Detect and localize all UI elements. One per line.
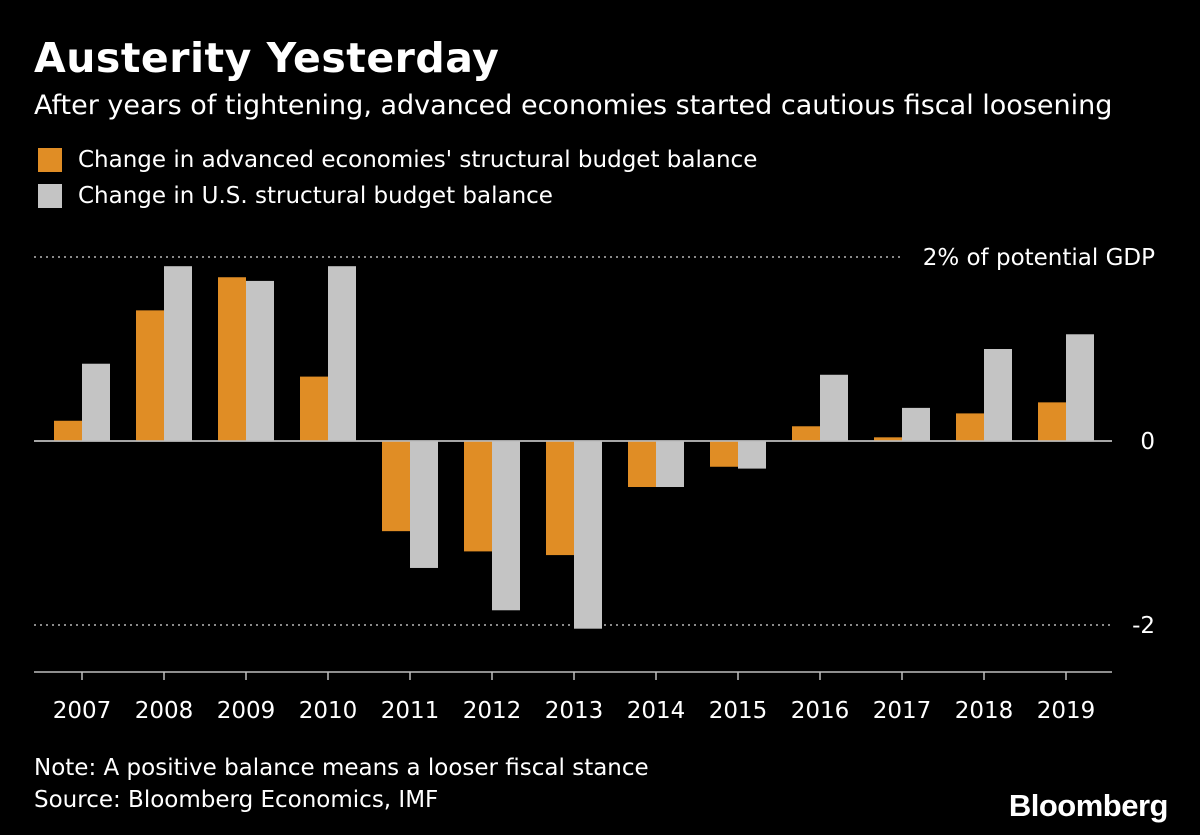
x-tick-label-2019: 2019 [1037, 698, 1096, 724]
bar-us-2016 [820, 374, 848, 441]
x-tick-label-2007: 2007 [53, 698, 112, 724]
bar-advanced-2008 [136, 310, 164, 441]
bar-us-2017 [902, 407, 930, 441]
legend-swatch-gray [38, 184, 62, 208]
x-tick-label-2008: 2008 [135, 698, 194, 724]
x-tick-label-2010: 2010 [299, 698, 358, 724]
bar-us-2015 [738, 441, 766, 469]
bar-advanced-2016 [792, 426, 820, 441]
bar-advanced-2009 [218, 277, 246, 441]
legend-swatch-orange [38, 148, 62, 172]
bloomberg-logo: Bloomberg [1008, 788, 1169, 823]
bar-us-2008 [164, 266, 192, 441]
y-tick-label-0: 0 [1140, 429, 1155, 455]
chart-note: Note: A positive balance means a looser … [34, 755, 649, 781]
legend-item-us: Change in U.S. structural budget balance [38, 181, 553, 211]
bar-advanced-2017 [874, 437, 902, 441]
chart-source: Source: Bloomberg Economics, IMF [34, 787, 439, 813]
x-tick-label-2015: 2015 [709, 698, 768, 724]
x-tick-label-2009: 2009 [217, 698, 276, 724]
bar-advanced-2011 [382, 441, 410, 532]
legend-label-advanced-economies: Change in advanced economies' structural… [78, 147, 758, 173]
bar-advanced-2018 [956, 413, 984, 441]
bar-advanced-2007 [54, 420, 82, 441]
y-tick-label-neg2: -2 [1132, 613, 1155, 639]
x-tick-label-2016: 2016 [791, 698, 850, 724]
legend-item-advanced-economies: Change in advanced economies' structural… [38, 145, 757, 175]
bar-advanced-2010 [300, 376, 328, 441]
bar-advanced-2013 [546, 441, 574, 556]
bar-us-2019 [1066, 334, 1094, 441]
chart-title: Austerity Yesterday [34, 34, 500, 82]
legend-label-us: Change in U.S. structural budget balance [78, 183, 553, 209]
bar-us-2009 [246, 280, 274, 441]
x-tick-label-2017: 2017 [873, 698, 932, 724]
bar-us-2011 [410, 441, 438, 568]
x-tick-label-2013: 2013 [545, 698, 604, 724]
bar-advanced-2014 [628, 441, 656, 487]
bar-us-2007 [82, 363, 110, 441]
chart-subtitle: After years of tightening, advanced econ… [34, 90, 1113, 121]
x-tick-label-2012: 2012 [463, 698, 522, 724]
bar-us-2018 [984, 349, 1012, 441]
bar-advanced-2012 [464, 441, 492, 552]
bar-us-2010 [328, 266, 356, 441]
y-tick-label-2: 2% of potential GDP [923, 245, 1155, 271]
bar-advanced-2015 [710, 441, 738, 467]
bar-us-2013 [574, 441, 602, 629]
bar-advanced-2019 [1038, 402, 1066, 441]
bar-us-2012 [492, 441, 520, 611]
x-tick-label-2011: 2011 [381, 698, 440, 724]
bar-us-2014 [656, 441, 684, 487]
x-tick-label-2014: 2014 [627, 698, 686, 724]
x-tick-label-2018: 2018 [955, 698, 1014, 724]
